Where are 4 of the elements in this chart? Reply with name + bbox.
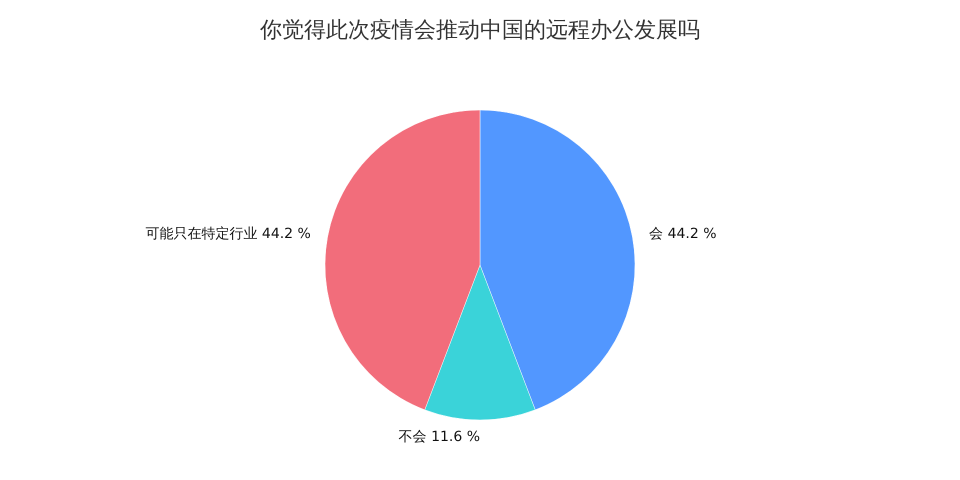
slice-label: 可能只在特定行业 44.2 % — [145, 226, 311, 242]
slice-label: 不会 11.6 % — [398, 429, 480, 445]
slice-label: 会 44.2 % — [649, 226, 717, 242]
chart-title: 你觉得此次疫情会推动中国的远程办公发展吗 — [259, 18, 700, 43]
